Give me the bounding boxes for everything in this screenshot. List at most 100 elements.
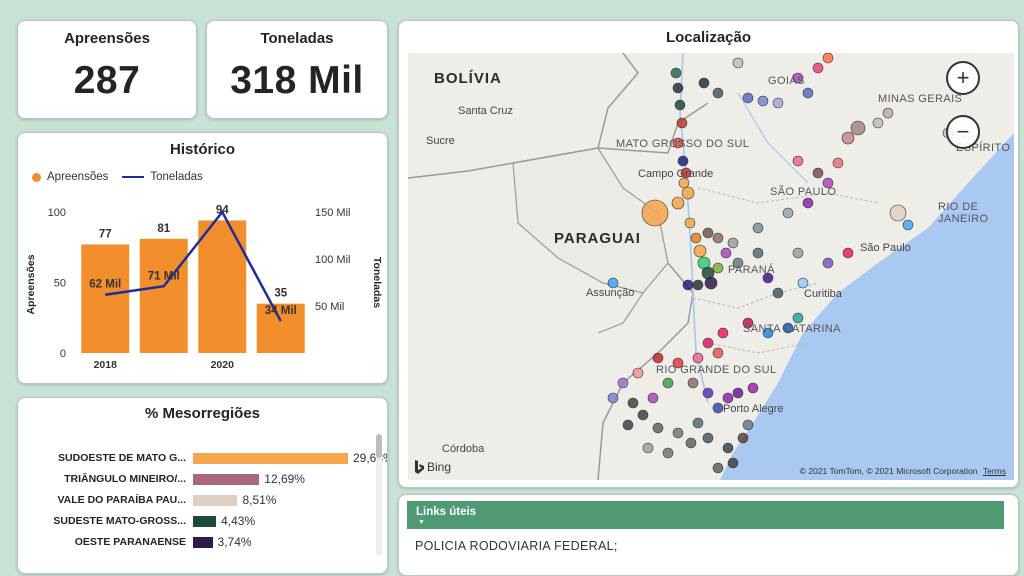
map-point[interactable] bbox=[680, 167, 692, 179]
map-point[interactable] bbox=[632, 367, 644, 379]
map-point[interactable] bbox=[712, 262, 724, 274]
map-point[interactable] bbox=[674, 99, 686, 111]
zoom-out-button[interactable]: − bbox=[946, 115, 980, 149]
scrollbar-thumb[interactable] bbox=[376, 434, 382, 458]
map-point[interactable] bbox=[812, 167, 824, 179]
map-point[interactable] bbox=[692, 352, 704, 364]
map-point[interactable] bbox=[672, 427, 684, 439]
map-point[interactable] bbox=[676, 117, 688, 129]
map-point[interactable] bbox=[802, 197, 814, 209]
map-point[interactable] bbox=[732, 57, 744, 69]
map-point[interactable] bbox=[677, 155, 689, 167]
map-point[interactable] bbox=[722, 442, 734, 454]
map-point[interactable] bbox=[702, 337, 714, 349]
map-point[interactable] bbox=[698, 77, 710, 89]
map-point[interactable] bbox=[752, 247, 764, 259]
map-point[interactable] bbox=[727, 237, 739, 249]
map-point[interactable] bbox=[722, 392, 734, 404]
map-point[interactable] bbox=[902, 219, 914, 231]
scrollbar[interactable] bbox=[376, 434, 382, 556]
map-point[interactable] bbox=[642, 442, 654, 454]
map-point[interactable] bbox=[672, 137, 684, 149]
map-point[interactable] bbox=[687, 377, 699, 389]
map-point[interactable] bbox=[757, 95, 769, 107]
map-point[interactable] bbox=[712, 87, 724, 99]
map-point[interactable] bbox=[681, 186, 695, 200]
map-point[interactable] bbox=[792, 155, 804, 167]
map-point[interactable] bbox=[684, 217, 696, 229]
map-point[interactable] bbox=[747, 382, 759, 394]
map-point[interactable] bbox=[641, 199, 669, 227]
links-header[interactable]: Links úteis ▼ bbox=[407, 501, 1004, 529]
map-point[interactable] bbox=[647, 392, 659, 404]
map-point[interactable] bbox=[702, 227, 714, 239]
map-point[interactable] bbox=[782, 322, 794, 334]
mesorregiao-row[interactable]: OESTE PARANAENSE 3,74% bbox=[18, 535, 252, 549]
map-point[interactable] bbox=[678, 177, 690, 189]
map-point[interactable] bbox=[637, 409, 649, 421]
map-point[interactable] bbox=[692, 279, 704, 291]
map-point[interactable] bbox=[732, 387, 744, 399]
map-point[interactable] bbox=[772, 97, 784, 109]
map-point[interactable] bbox=[670, 67, 682, 79]
map-point[interactable] bbox=[782, 207, 794, 219]
map-point[interactable] bbox=[872, 117, 884, 129]
map-point[interactable] bbox=[797, 277, 809, 289]
mesorregiao-row[interactable]: SUDOESTE DE MATO G... 29,68% bbox=[18, 451, 387, 465]
mesorregiao-row[interactable]: TRIÂNGULO MINEIRO/... 12,69% bbox=[18, 472, 305, 486]
map-point[interactable] bbox=[832, 157, 844, 169]
map-canvas[interactable]: BOLÍVIA Santa Cruz Sucre GOIÁS MINAS GER… bbox=[408, 53, 1014, 480]
map-point[interactable] bbox=[672, 357, 684, 369]
map-point[interactable] bbox=[702, 432, 714, 444]
map-point[interactable] bbox=[617, 377, 629, 389]
map-point[interactable] bbox=[792, 247, 804, 259]
map-point[interactable] bbox=[672, 82, 684, 94]
map-point[interactable] bbox=[822, 53, 834, 64]
map-point[interactable] bbox=[652, 422, 664, 434]
map-point[interactable] bbox=[704, 276, 718, 290]
map-point[interactable] bbox=[762, 327, 774, 339]
map-point[interactable] bbox=[737, 432, 749, 444]
map-point[interactable] bbox=[607, 392, 619, 404]
map-point[interactable] bbox=[752, 222, 764, 234]
map-point[interactable] bbox=[727, 457, 739, 469]
map-point[interactable] bbox=[712, 347, 724, 359]
map-point[interactable] bbox=[685, 437, 697, 449]
map-point[interactable] bbox=[717, 327, 729, 339]
map-point[interactable] bbox=[662, 377, 674, 389]
map-point[interactable] bbox=[841, 131, 855, 145]
map-point[interactable] bbox=[850, 120, 866, 136]
map-point[interactable] bbox=[742, 92, 754, 104]
map-point[interactable] bbox=[652, 352, 664, 364]
map-point[interactable] bbox=[607, 277, 619, 289]
map-point[interactable] bbox=[742, 419, 754, 431]
map-point[interactable] bbox=[822, 177, 834, 189]
map-point[interactable] bbox=[712, 462, 724, 474]
mesorregiao-row[interactable]: VALE DO PARAÍBA PAU... 8,51% bbox=[18, 493, 276, 507]
map-point[interactable] bbox=[792, 312, 804, 324]
map-point[interactable] bbox=[802, 87, 814, 99]
map-point[interactable] bbox=[690, 232, 702, 244]
map-point[interactable] bbox=[627, 397, 639, 409]
map-point[interactable] bbox=[682, 279, 694, 291]
map-point[interactable] bbox=[842, 247, 854, 259]
map-point[interactable] bbox=[732, 257, 744, 269]
map-point[interactable] bbox=[693, 244, 707, 258]
map-point[interactable] bbox=[720, 247, 732, 259]
map-point[interactable] bbox=[792, 72, 804, 84]
link-item[interactable]: POLICIA RODOVIARIA FEDERAL; bbox=[415, 539, 618, 553]
map-point[interactable] bbox=[742, 317, 754, 329]
map-point[interactable] bbox=[712, 232, 724, 244]
mesorregiao-row[interactable]: SUDESTE MATO-GROSS... 4,43% bbox=[18, 514, 255, 528]
map-point[interactable] bbox=[812, 62, 824, 74]
map-point[interactable] bbox=[662, 447, 674, 459]
map-point[interactable] bbox=[671, 196, 685, 210]
terms-link[interactable]: Terms bbox=[982, 466, 1006, 476]
map-point[interactable] bbox=[702, 387, 714, 399]
map-point[interactable] bbox=[692, 417, 704, 429]
map-point[interactable] bbox=[882, 107, 894, 119]
map-point[interactable] bbox=[622, 419, 634, 431]
map-point[interactable] bbox=[762, 272, 774, 284]
map-point[interactable] bbox=[772, 287, 784, 299]
map-point[interactable] bbox=[712, 402, 724, 414]
